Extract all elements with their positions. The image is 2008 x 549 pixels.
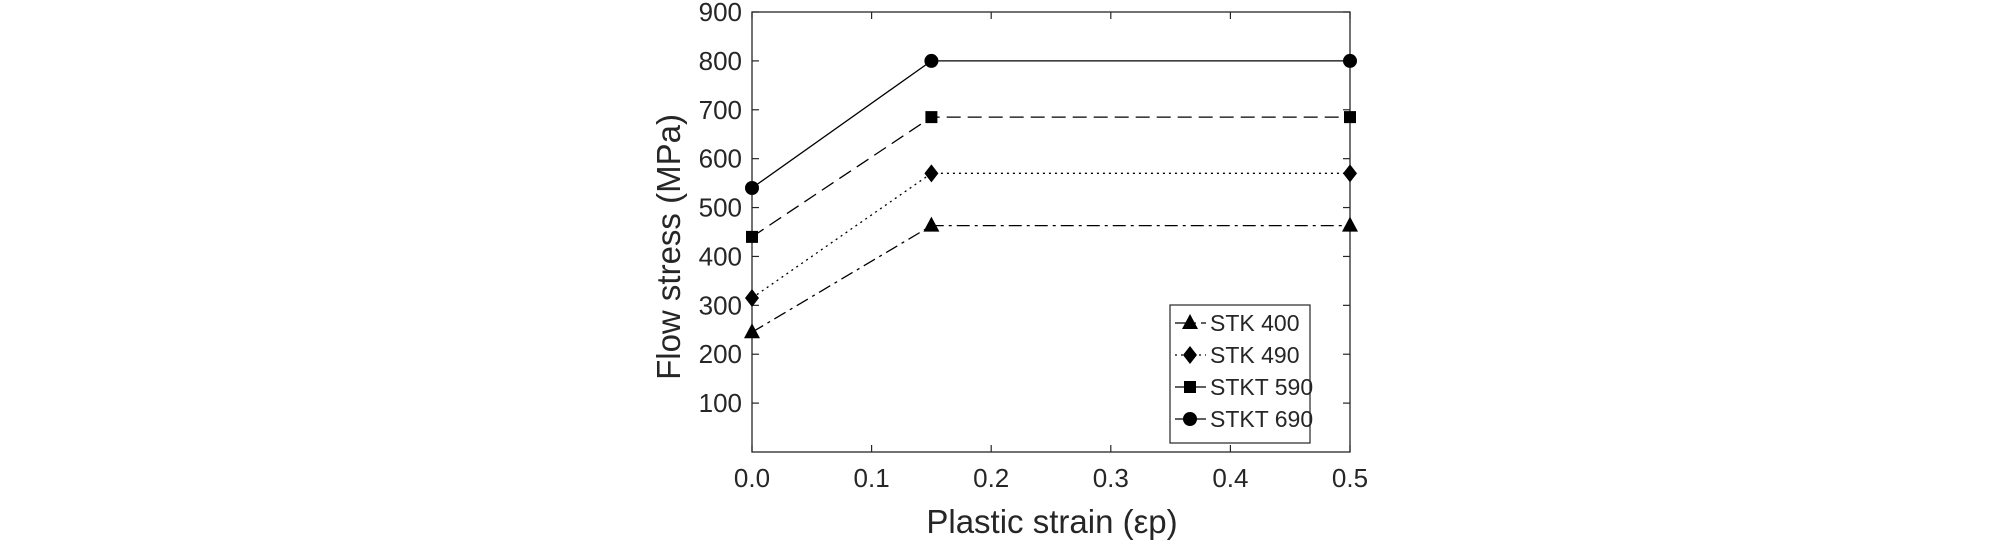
legend-marker-stkt-590 bbox=[1184, 381, 1196, 393]
data-point-stkt-690 bbox=[924, 53, 939, 68]
x-tick-label: 0.4 bbox=[1212, 463, 1248, 493]
tick-layer: 0.0 0.1 0.2 0.3 0.4 0.5 100 200 300 400 500 600 700 8… bbox=[699, 0, 1368, 493]
y-tick-label: 300 bbox=[699, 290, 742, 320]
data-point-stkt-690 bbox=[745, 181, 759, 195]
series-stk-490 bbox=[745, 164, 1357, 307]
data-point-stkt-590 bbox=[925, 111, 938, 124]
legend-marker-stkt-690 bbox=[1183, 412, 1197, 426]
legend-label-stk-490: STK 490 bbox=[1210, 342, 1300, 368]
x-axis-title: Plastic strain (εp) bbox=[926, 503, 1177, 540]
legend-label-stkt-590: STKT 590 bbox=[1210, 374, 1313, 400]
x-tick-label: 0.5 bbox=[1332, 463, 1368, 493]
x-tick-label: 0.0 bbox=[734, 463, 770, 493]
series-line-stk-490 bbox=[751, 172, 1350, 299]
y-tick-label: 800 bbox=[699, 46, 742, 76]
series-layer bbox=[744, 53, 1358, 339]
y-axis-title: Flow stress (MPa) bbox=[650, 114, 687, 380]
data-point-stk-490 bbox=[924, 164, 939, 183]
data-point-stk-400 bbox=[1342, 216, 1358, 232]
data-point-stk-490 bbox=[745, 289, 759, 307]
y-tick-label: 200 bbox=[699, 339, 742, 369]
legend-label-stk-400: STK 400 bbox=[1210, 310, 1300, 336]
data-point-stkt-590 bbox=[746, 230, 758, 243]
series-stk-400 bbox=[744, 216, 1358, 339]
legend-marker-stk-400 bbox=[1182, 314, 1198, 329]
data-point-stk-400 bbox=[744, 323, 760, 339]
data-point-stkt-590 bbox=[1344, 111, 1356, 124]
x-tick-label: 0.3 bbox=[1093, 463, 1129, 493]
legend-label-stkt-690: STKT 690 bbox=[1210, 406, 1313, 432]
legend: STK 400 STK 490 STKT 590 STKT 690 bbox=[1169, 304, 1313, 444]
y-tick-label: 600 bbox=[699, 144, 742, 174]
x-tick-label: 0.1 bbox=[854, 463, 890, 493]
data-point-stk-400 bbox=[923, 216, 940, 232]
y-tick-label: 100 bbox=[699, 388, 742, 418]
series-stkt-590 bbox=[746, 111, 1356, 243]
x-tick-label: 0.2 bbox=[973, 463, 1009, 493]
series-stkt-690 bbox=[745, 53, 1357, 195]
y-tick-label: 900 bbox=[699, 0, 742, 27]
y-tick-label: 400 bbox=[699, 241, 742, 271]
data-point-stkt-690 bbox=[1343, 53, 1357, 68]
y-tick-label: 500 bbox=[699, 193, 742, 223]
legend-marker-stk-490 bbox=[1183, 346, 1197, 364]
y-tick-label: 700 bbox=[699, 95, 742, 125]
data-point-stk-490 bbox=[1343, 164, 1357, 183]
